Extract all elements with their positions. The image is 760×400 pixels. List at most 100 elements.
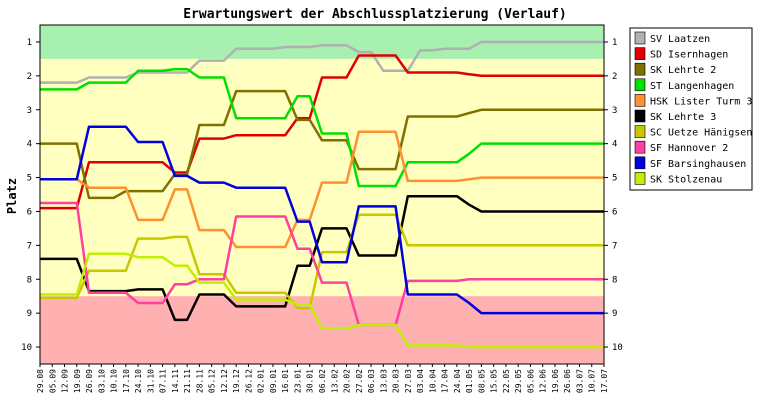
y-tick-label-left: 8 [27,275,32,285]
x-tick-label: 23.01 [293,369,302,393]
legend-entry: SF Barsinghausen [650,159,746,170]
y-tick-label-right: 7 [612,241,617,251]
y-tick-label-left: 1 [27,38,32,48]
y-tick-label-right: 1 [612,38,617,48]
series-line [40,89,604,200]
x-tick-label: 06.03 [367,369,376,393]
y-tick-label-left: 2 [27,72,32,82]
x-tick-label: 05.06 [526,369,535,393]
x-tick-label: 26.09 [85,369,94,393]
y-tick-label-right: 8 [612,275,617,285]
x-tick-label: 05.09 [48,369,57,393]
series-lines [40,40,604,349]
x-tick-label: 20.02 [343,369,352,393]
y-tick-label-right: 9 [612,309,617,319]
legend-swatch [634,47,646,60]
x-tick-label: 14.11 [171,369,180,393]
y-tick-label-left: 7 [27,241,32,251]
series-line [40,54,604,210]
series-line [40,252,604,349]
y-tick-label-right: 2 [612,72,617,82]
x-tick-label: 10.07 [588,369,597,393]
x-tick-label: 29.08 [36,369,45,393]
y-tick-label-right: 4 [612,140,617,150]
x-tick-label: 12.12 [220,369,229,393]
legend-box [629,27,753,191]
series-line [40,67,604,188]
series-line [40,130,604,249]
x-tick-label: 03.04 [416,369,425,393]
y-tick-label-right: 10 [612,343,623,353]
legend-entry: HSK Lister Turm 3 [650,96,752,107]
x-tick-label: 24.10 [134,369,143,393]
x-tick-label: 17.10 [122,369,131,393]
x-tick-label: 30.01 [306,369,315,393]
x-tick-label: 03.10 [97,369,106,393]
legend: SV Laatzen SD Isernhagen SK Lehrte 2 ST Lan… [629,27,753,191]
x-tick-label: 27.03 [404,369,413,393]
x-tick-label: 16.01 [281,369,290,393]
legend-swatch [634,94,646,107]
legend-entry: SD Isernhagen [650,50,728,61]
y-tick-label-left: 9 [27,309,32,319]
x-tick-label: 09.01 [269,369,278,393]
legend-entry: SK Lehrte 3 [650,112,716,123]
legend-swatch [634,172,646,185]
chart-title: Erwartungswert der Abschlussplatzierung … [183,7,567,22]
x-tick-label: 02.01 [257,369,266,393]
x-tick-label: 12.09 [61,369,70,393]
series-line [40,194,604,322]
x-tick-label: 17.07 [600,369,609,393]
y-tick-label-left: 3 [27,106,32,116]
y-tick-label-left: 4 [27,140,32,150]
legend-entry: SV Laatzen [650,34,710,45]
x-tick-label: 26.12 [244,369,253,393]
x-tick-label: 10.04 [428,369,437,393]
x-tick-label: 17.04 [441,369,450,393]
legend-swatch [634,140,646,154]
x-tick-label: 28.11 [195,369,204,393]
y-tick-label-right: 5 [612,174,617,184]
x-tick-label: 15.05 [490,369,499,393]
x-tick-label: 27.02 [355,369,364,393]
y-ticks-right: 1 2 3 4 5 6 7 8 9 10 [604,38,623,353]
x-tick-label: 08.05 [477,369,486,393]
y-tick-label-right: 3 [612,106,617,116]
series-line [40,125,604,315]
plot-frame [39,24,605,365]
x-tick-label: 26.06 [563,369,572,393]
legend-swatch [634,62,646,76]
x-ticks: 29.08 05.09 12.09 19.09 26.09 03.10 10.10 17.10… [36,364,609,393]
x-tick-label: 10.10 [110,369,119,393]
series-line [40,213,604,310]
legend-swatch [634,125,646,138]
series-line [40,201,604,327]
legend-swatch [634,109,646,123]
x-tick-label: 29.05 [514,369,523,393]
x-tick-label: 03.07 [575,369,584,393]
legend-entry: SF Hannover 2 [650,143,728,154]
x-tick-label: 13.02 [330,369,339,393]
x-tick-label: 21.11 [183,369,192,393]
x-tick-label: 01.05 [465,369,474,393]
legend-swatch [634,156,646,170]
x-tick-label: 13.03 [379,369,388,393]
x-tick-label: 06.02 [318,369,327,393]
x-tick-label: 31.10 [146,369,155,393]
x-tick-label: 22.05 [502,369,511,393]
legend-entry: SC Uetze Hänigsen [650,128,752,139]
x-tick-label: 19.12 [232,369,241,393]
legend-entry: ST Langenhagen [650,81,734,92]
y-tick-label-left: 10 [21,343,32,353]
x-tick-label: 07.11 [159,369,168,393]
x-tick-label: 19.09 [73,369,82,393]
legend-entry: SK Lehrte 2 [650,65,716,76]
x-tick-label: 12.06 [539,369,548,393]
x-tick-label: 20.03 [392,369,401,393]
legend-swatch [634,78,646,92]
y-axis-label: Platz [5,178,19,214]
y-tick-label-right: 6 [612,207,617,217]
legend-entry: SK Stolzenau [650,174,722,185]
x-tick-label: 05.12 [208,369,217,393]
